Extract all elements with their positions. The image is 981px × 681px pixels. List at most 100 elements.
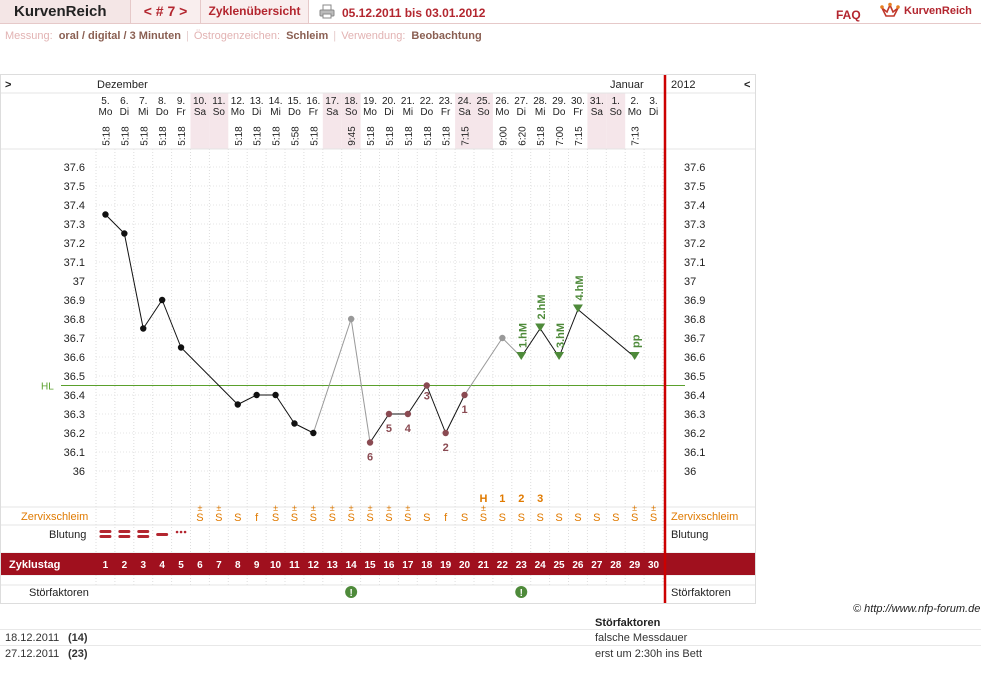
- date-label: 16.: [306, 96, 320, 107]
- zervix-plus: ±: [349, 503, 354, 513]
- oestrogen-value: Schleim: [286, 30, 329, 42]
- y-tick-left: 37.6: [64, 162, 85, 174]
- y-tick-right: 37.3: [684, 219, 705, 231]
- cycle-day-number: 6: [197, 560, 203, 571]
- weekend-column: [190, 93, 210, 149]
- temperature-point: [177, 344, 185, 351]
- y-tick-right: 36.3: [684, 409, 705, 421]
- zervix-plus: ±: [292, 503, 297, 513]
- point-count-label: 5: [386, 423, 392, 435]
- zervix-label-right: Zervixschleim: [671, 511, 738, 523]
- temperature-point: [499, 334, 506, 342]
- y-tick-right: 36.6: [684, 352, 705, 364]
- weekday-label: So: [610, 107, 623, 118]
- time-label: 5:18: [536, 126, 547, 146]
- zervix-value: f: [255, 512, 259, 524]
- zervix-value: S: [593, 512, 600, 524]
- zervix-value: f: [444, 512, 448, 524]
- date-range: 05.12.2011 bis 03.01.2012: [342, 6, 486, 20]
- stoer-entry-text: erst um 2:30h ins Bett: [595, 648, 702, 660]
- weekday-label: So: [213, 107, 226, 118]
- weekend-column: [209, 93, 229, 149]
- date-label: 27.: [514, 96, 528, 107]
- temperature-line-segment: [464, 337, 503, 396]
- printer-icon[interactable]: [319, 4, 335, 19]
- cycle-overview-tab[interactable]: Zyklenübersicht: [201, 0, 309, 23]
- temperature-point: [423, 382, 430, 389]
- time-label: 7:13: [631, 126, 642, 146]
- temperature-point: [366, 439, 374, 446]
- date-label: 9.: [177, 96, 185, 107]
- y-tick-left: 36.2: [64, 428, 85, 440]
- cycle-day-number: 4: [159, 560, 165, 571]
- date-label: 2.: [630, 96, 638, 107]
- time-label: 9:45: [347, 126, 358, 146]
- stoer-entry-date: 27.12.2011: [5, 648, 60, 660]
- temperature-line-segment: [142, 299, 163, 329]
- date-label: 28.: [533, 96, 547, 107]
- weekday-label: Mo: [495, 107, 509, 118]
- weekday-label: Mo: [98, 107, 112, 118]
- zervix-value: S: [499, 512, 506, 524]
- cycle-day-number: 24: [535, 560, 547, 571]
- month-label-left: Dezember: [97, 79, 148, 91]
- zervix-value: S: [234, 512, 241, 524]
- time-label: 7:15: [461, 126, 472, 146]
- cycle-day-number: 12: [308, 560, 320, 571]
- y-tick-right: 36.9: [684, 295, 705, 307]
- time-label: 5:18: [158, 126, 169, 146]
- zervix-plus: ±: [197, 503, 202, 513]
- zervix-value: S: [423, 512, 430, 524]
- date-label: 17.: [325, 96, 339, 107]
- cycle-navigation[interactable]: < # 7 >: [131, 0, 201, 23]
- verwendung-value: Beobachtung: [411, 30, 482, 42]
- weekend-column: [322, 93, 342, 149]
- time-label: 5:58: [290, 126, 301, 146]
- disturbance-icon: [345, 586, 358, 598]
- y-tick-left: 36.5: [64, 371, 85, 383]
- date-label: 25.: [476, 96, 490, 107]
- temperature-line-segment: [577, 309, 635, 358]
- temperature-point-marker: [516, 352, 527, 360]
- zervix-plus: ±: [216, 503, 221, 513]
- bleeding-mark: [118, 535, 131, 538]
- cycle-day-number: 9: [254, 560, 260, 571]
- time-label: 5:18: [385, 126, 396, 146]
- weekday-label: Di: [120, 107, 129, 118]
- weekend-column: [341, 93, 361, 149]
- temperature-line-segment: [123, 233, 144, 329]
- y-tick-left: 36.8: [64, 314, 85, 326]
- weekday-label: Mi: [138, 107, 149, 118]
- zervix-value: S: [310, 512, 317, 524]
- time-label: 5:18: [366, 126, 377, 146]
- faq-link[interactable]: FAQ: [836, 8, 861, 22]
- weekday-label: Do: [288, 107, 301, 118]
- temperature-line-segment: [407, 385, 428, 415]
- y-tick-left: 36.3: [64, 409, 85, 421]
- weekday-label: Di: [649, 107, 658, 118]
- temperature-chart: > Dezember Januar 2012 <5. Mo 5:18 6. Di 5:18 7. Mi…: [0, 74, 756, 604]
- time-label: 9:00: [498, 126, 509, 146]
- cycle-day-number: 10: [270, 560, 282, 571]
- date-label: 3.: [649, 96, 657, 107]
- higher-measurement-label: 4.hM: [574, 275, 586, 300]
- app-title[interactable]: KurvenReich: [0, 0, 131, 23]
- zervix-value: S: [404, 512, 411, 524]
- cycle-day-number: 29: [629, 560, 641, 571]
- temperature-line-segment: [275, 394, 295, 424]
- y-tick-right: 36.7: [684, 333, 705, 345]
- weekday-label: Mo: [231, 107, 245, 118]
- higher-measurement-label: pp: [631, 334, 643, 348]
- higher-measurement-label: 2.hM: [536, 294, 548, 319]
- y-tick-right: 36.1: [684, 447, 705, 459]
- zervix-label-left: Zervixschleim: [21, 511, 88, 523]
- cycle-day-number: 5: [178, 560, 184, 571]
- y-tick-left: 36.6: [64, 352, 85, 364]
- temperature-line-segment: [161, 299, 182, 348]
- weekday-label: Di: [384, 107, 393, 118]
- stoer-entry-date: 18.12.2011: [5, 632, 60, 644]
- zervix-plus: ±: [330, 503, 335, 513]
- weekday-label: Di: [252, 107, 261, 118]
- bleeding-mark: [137, 530, 150, 533]
- stoerfaktoren-heading: Störfaktoren: [595, 617, 661, 629]
